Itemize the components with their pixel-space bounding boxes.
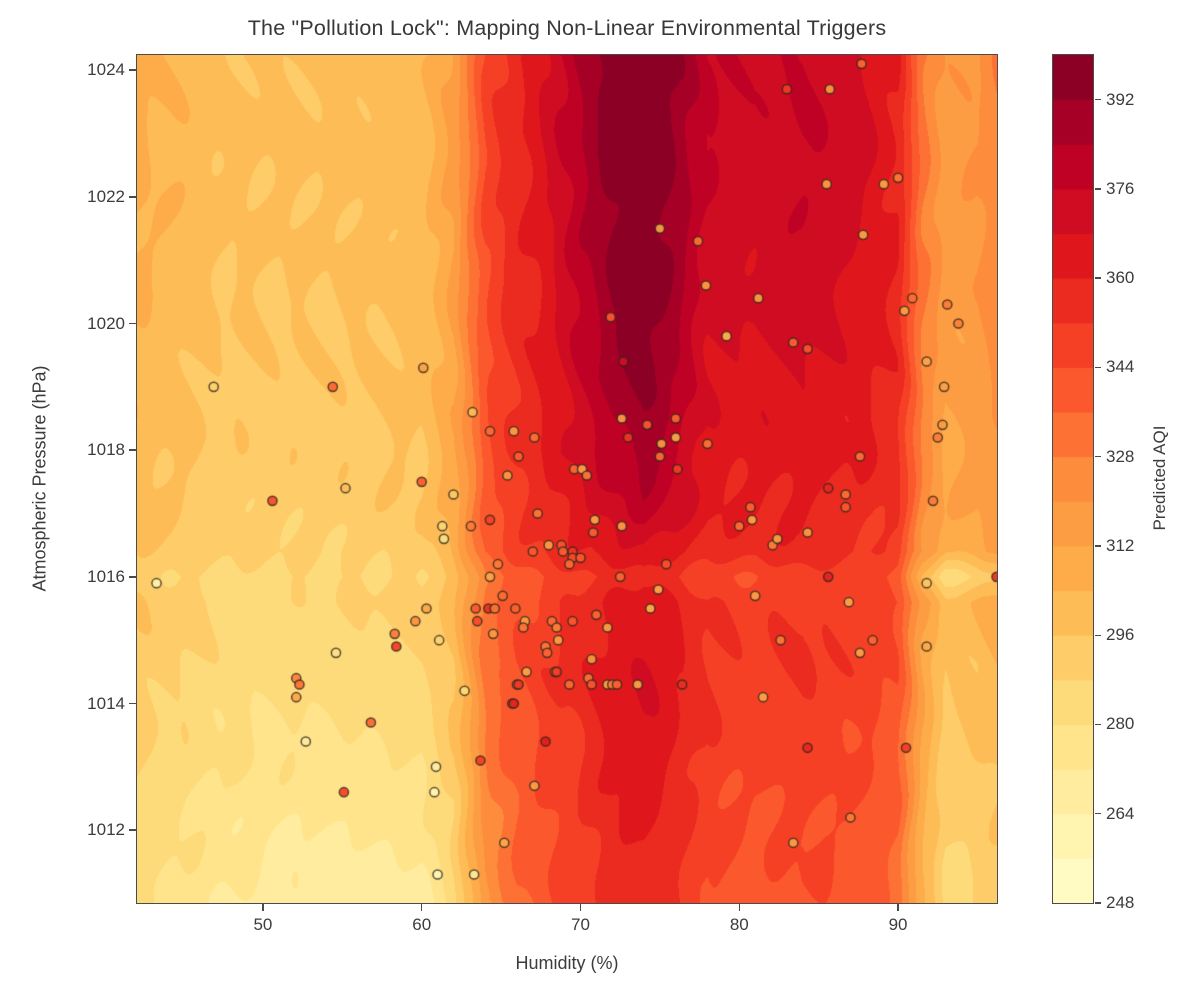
x-tick-label: 50: [253, 915, 273, 934]
colorbar-tick-label: 264: [1106, 803, 1135, 823]
y-tick-mark: [129, 69, 136, 71]
y-tick-label: 1020: [87, 313, 125, 333]
contour-plot-canvas: [137, 55, 997, 903]
chart-title: The "Pollution Lock": Mapping Non-Linear…: [247, 16, 887, 40]
y-axis-label: Atmospheric Pressure (hPa): [29, 365, 50, 592]
y-tick-mark: [129, 702, 136, 705]
colorbar-tick-label: 376: [1106, 178, 1135, 198]
colorbar-tick-label: 360: [1106, 268, 1135, 288]
colorbar-tick-mark: [1095, 813, 1101, 815]
colorbar-tick-label: 312: [1106, 535, 1135, 555]
colorbar-tick-mark: [1095, 723, 1101, 726]
y-tick-mark: [129, 576, 136, 578]
x-tick-label: 70: [571, 915, 590, 934]
y-tick-mark: [129, 196, 136, 198]
colorbar-tick-label: 248: [1106, 893, 1135, 912]
x-tick-label: 80: [729, 915, 749, 934]
x-tick-mark: [579, 904, 582, 911]
colorbar-tick-mark: [1095, 455, 1101, 458]
x-tick-mark: [262, 904, 264, 911]
x-tick-label: 60: [412, 915, 432, 934]
y-tick-label: 1018: [87, 440, 125, 460]
colorbar-tick-mark: [1095, 545, 1101, 547]
y-tick-mark: [129, 322, 136, 325]
y-tick-label: 1022: [87, 186, 125, 206]
x-tick-label: 90: [888, 915, 908, 934]
x-tick-mark: [421, 904, 423, 911]
y-tick-label: 1016: [87, 566, 125, 586]
x-tick-mark: [738, 904, 740, 911]
colorbar-tick-mark: [1095, 902, 1101, 904]
colorbar-tick-mark: [1095, 188, 1101, 190]
colorbar-tick-label: 392: [1106, 89, 1135, 109]
y-tick-label: 1014: [87, 693, 125, 713]
colorbar-canvas: [1053, 55, 1093, 903]
colorbar-tick-mark: [1095, 366, 1101, 369]
colorbar-label: Predicted AQI: [1150, 425, 1169, 531]
colorbar-tick-mark: [1095, 277, 1101, 279]
colorbar-tick-label: 344: [1106, 357, 1135, 377]
colorbar-tick-label: 328: [1106, 446, 1135, 466]
x-tick-mark: [897, 904, 899, 911]
colorbar-tick-label: 280: [1106, 714, 1135, 734]
colorbar-tick-mark: [1095, 98, 1101, 101]
y-tick-mark: [129, 449, 136, 451]
y-tick-label: 1024: [87, 60, 125, 80]
x-axis-label: Humidity (%): [515, 953, 619, 973]
y-tick-mark: [129, 829, 136, 831]
colorbar-tick-mark: [1095, 634, 1101, 636]
colorbar-tick-label: 296: [1106, 625, 1135, 645]
y-tick-label: 1012: [87, 820, 125, 840]
